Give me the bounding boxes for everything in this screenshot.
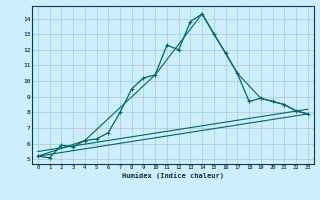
X-axis label: Humidex (Indice chaleur): Humidex (Indice chaleur) [122,172,224,179]
